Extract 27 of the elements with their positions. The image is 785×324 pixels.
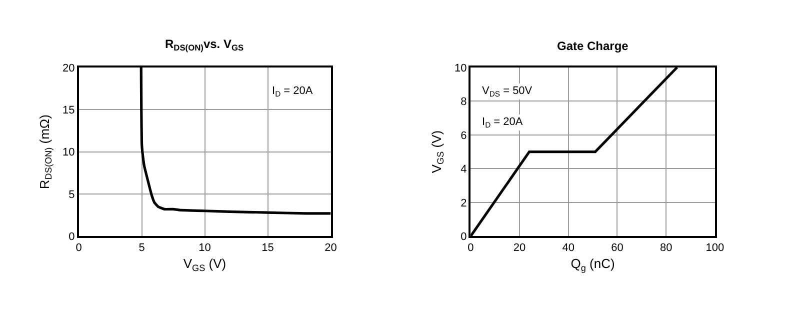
- annotation: V$_{DS}$ = 50V: [482, 85, 533, 98]
- y-tick-label: 0: [68, 231, 75, 244]
- y-tick-label: 4: [460, 164, 467, 176]
- x-tick-label: 40: [562, 242, 574, 254]
- annotation: I$_{D}$ = 20A: [482, 116, 524, 130]
- x-tick-label: 80: [660, 242, 672, 254]
- y-tick-label: 20: [62, 62, 75, 74]
- chart-title: Gate Charge: [557, 39, 629, 53]
- x-tick-label: 20: [324, 242, 337, 254]
- y-tick-label: 2: [460, 197, 467, 210]
- x-axis-title: Q$_{g}$ (nC): [570, 256, 615, 273]
- y-tick-label: 15: [62, 104, 75, 116]
- x-tick-label: 15: [262, 242, 274, 254]
- x-axis-title: V$_{GS}$ (V): [183, 256, 226, 273]
- y-tick-label: 0: [460, 231, 467, 244]
- y-tick-label: 10: [454, 62, 467, 74]
- y-tick-label: 8: [460, 96, 467, 108]
- x-tick-label: 100: [706, 242, 724, 254]
- x-tick-label: 60: [611, 242, 624, 254]
- chart-title: R$_{DS(ON)}$vs. V$_{GS}$: [165, 37, 244, 53]
- x-tick-label: 20: [513, 242, 526, 254]
- annotation: I$_{D}$ = 20A: [272, 85, 314, 98]
- y-tick-label: 5: [68, 188, 75, 201]
- y-tick-label: 10: [62, 146, 75, 159]
- y-tick-label: 6: [460, 130, 467, 142]
- x-tick-label: 10: [198, 242, 211, 254]
- x-tick-label: 5: [138, 242, 145, 254]
